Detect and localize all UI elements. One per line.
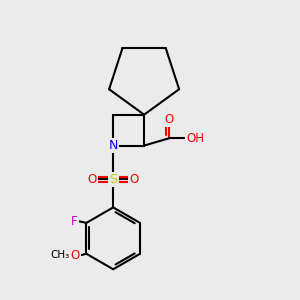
Text: CH₃: CH₃ [50,250,70,260]
Text: S: S [109,173,117,186]
Text: O: O [87,173,97,186]
Text: O: O [130,173,139,186]
Text: OH: OH [187,132,205,145]
Text: F: F [71,215,77,228]
Text: O: O [164,112,174,126]
Text: O: O [70,249,80,262]
Text: N: N [109,139,118,152]
